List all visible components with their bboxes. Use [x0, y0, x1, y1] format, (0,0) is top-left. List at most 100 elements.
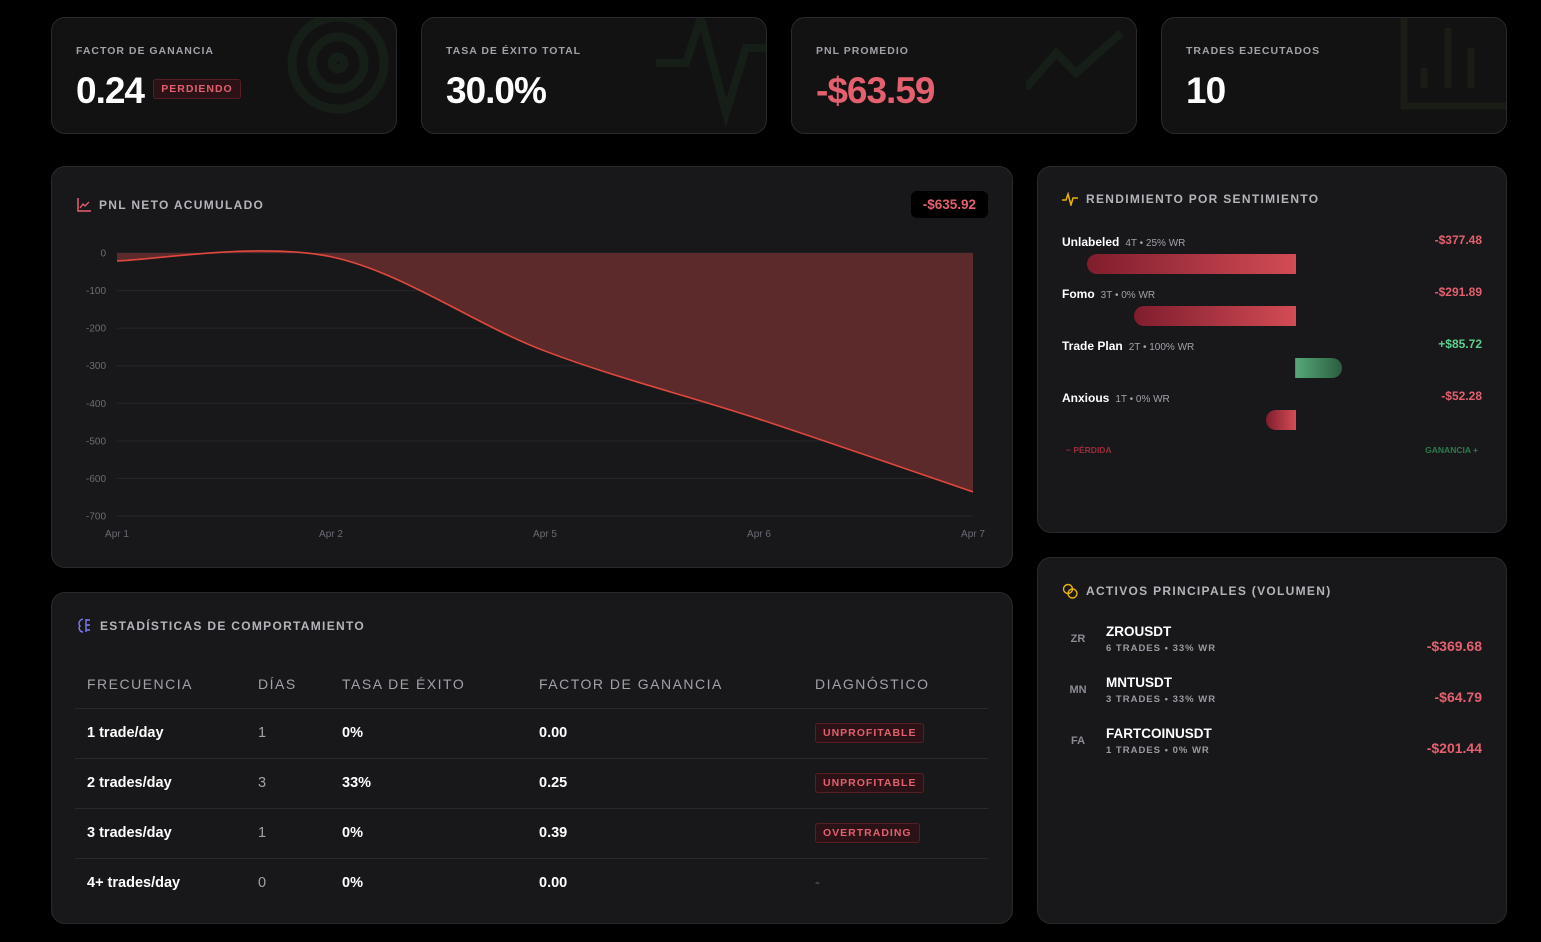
x-tick-label: Apr 5 — [533, 529, 557, 540]
days-cell: 1 — [246, 708, 330, 759]
diagnosis-cell: OVERTRADING — [803, 808, 988, 859]
asset-meta: 1 TRADES • 0% WR — [1106, 745, 1210, 756]
activity-icon — [1062, 192, 1078, 206]
sentiment-name: Anxious — [1062, 391, 1110, 405]
asset-row[interactable]: MN MNTUSDT 3 TRADES • 33% WR -$64.79 — [1062, 675, 1482, 715]
sentiment-meta: 1T • 0% WR — [1115, 394, 1170, 405]
x-tick-label: Apr 6 — [747, 529, 771, 540]
pnl-chart-title: PNL NETO ACUMULADO — [77, 198, 264, 212]
behavior-table: FRECUENCIA DÍAS TASA DE ÉXITO FACTOR DE … — [75, 660, 988, 908]
sentiment-meta: 2T • 100% WR — [1128, 342, 1195, 353]
loss-legend: − PÉRDIDA — [1066, 445, 1112, 455]
asset-row[interactable]: ZR ZROUSDT 6 TRADES • 33% WR -$369.68 — [1062, 624, 1482, 664]
zero-line — [1295, 306, 1296, 326]
table-row: 3 trades/day 1 0% 0.39 OVERTRADING — [75, 808, 988, 859]
asset-meta: 6 TRADES • 33% WR — [1106, 643, 1217, 654]
y-tick-label: -600 — [86, 474, 106, 485]
sentiment-bar — [1266, 410, 1295, 430]
sentiment-row: Unlabeled 4T • 25% WR -$377.48 — [1062, 233, 1482, 278]
sentiment-name: Unlabeled — [1062, 235, 1120, 249]
asset-meta: 3 TRADES • 33% WR — [1106, 694, 1217, 705]
asset-name: ZROUSDT — [1106, 624, 1172, 639]
y-tick-label: -700 — [86, 512, 106, 523]
sentiment-amount: -$291.89 — [1434, 285, 1482, 299]
profit-factor-cell: 0.00 — [539, 875, 568, 892]
table-row: 1 trade/day 1 0% 0.00 UNPROFITABLE — [75, 708, 988, 759]
y-tick-label: -400 — [86, 399, 106, 410]
kpi-win-rate: TASA DE ÉXITO TOTAL 30.0% — [421, 17, 767, 134]
pnl-chart-card: PNL NETO ACUMULADO -$635.92 0 -100 -200 -30… — [51, 166, 1013, 568]
kpi-avg-pnl: PNL PROMEDIO -$63.59 — [791, 17, 1137, 134]
kpi-label: PNL PROMEDIO — [816, 45, 909, 57]
kpi-value: 0.24 PERDIENDO — [76, 70, 241, 112]
days-cell: 0 — [258, 875, 267, 892]
behavior-title: ESTADÍSTICAS DE COMPORTAMIENTO — [77, 618, 365, 633]
x-tick-label: Apr 2 — [319, 529, 343, 540]
zero-line — [1295, 358, 1296, 378]
table-header: FRECUENCIA DÍAS TASA DE ÉXITO FACTOR DE … — [75, 660, 988, 709]
diagnosis-cell: - — [803, 858, 988, 908]
frequency-cell: 4+ trades/day — [87, 875, 181, 892]
sentiment-bar — [1087, 254, 1295, 274]
sentiment-meta: 4T • 25% WR — [1125, 238, 1186, 249]
frequency-cell: 3 trades/day — [75, 808, 246, 859]
table-row: 2 trades/day 3 33% 0.25 UNPROFITABLE — [75, 758, 988, 809]
col-profit-factor: FACTOR DE GANANCIA — [527, 660, 803, 709]
line-chart-icon — [77, 198, 91, 212]
y-tick-label: 0 — [100, 249, 106, 260]
pulse-icon — [656, 18, 766, 128]
pnl-area-chart: 0 -100 -200 -300 -400 -500 -600 -700 Apr 1 Apr 2 A… — [86, 249, 985, 541]
kpi-value: 10 — [1186, 70, 1226, 111]
win-rate-cell: 0% — [330, 708, 527, 759]
days-cell: 3 — [246, 758, 330, 809]
sentiment-meta: 3T • 0% WR — [1100, 290, 1156, 301]
profit-factor-cell: 0.25 — [527, 758, 803, 809]
win-rate-cell: 33% — [330, 758, 527, 809]
pnl-line — [116, 250, 974, 493]
diagnosis-cell: UNPROFITABLE — [803, 758, 988, 809]
sentiment-amount: -$52.28 — [1441, 389, 1482, 403]
sentiment-name: Trade Plan — [1062, 339, 1123, 353]
zero-line — [1295, 410, 1296, 430]
x-tick-label: Apr 7 — [961, 529, 985, 540]
y-tick-label: -100 — [86, 286, 106, 297]
diagnosis-cell: UNPROFITABLE — [803, 708, 988, 759]
pnl-total-badge: -$635.92 — [910, 191, 988, 218]
frequency-cell: 1 trade/day — [75, 708, 246, 759]
profit-factor-value: 0.24 — [76, 70, 145, 111]
title-text: ESTADÍSTICAS DE COMPORTAMIENTO — [100, 618, 366, 633]
coins-icon — [1062, 583, 1078, 599]
title-text: PNL NETO ACUMULADO — [99, 198, 265, 212]
assets-title: ACTIVOS PRINCIPALES (VOLUMEN) — [1062, 583, 1332, 599]
sentiment-bar — [1134, 306, 1295, 326]
table-row: 4+ trades/day 0 0% 0.00 - — [75, 858, 988, 908]
diagnosis-badge: UNPROFITABLE — [815, 723, 925, 743]
col-frequency: FRECUENCIA — [75, 660, 246, 709]
zero-line — [1295, 254, 1296, 274]
sentiment-card: RENDIMIENTO POR SENTIMIENTO Unlabeled 4T … — [1037, 166, 1507, 533]
title-text: RENDIMIENTO POR SENTIMIENTO — [1086, 192, 1320, 206]
status-badge: PERDIENDO — [153, 79, 241, 100]
area-fill — [117, 250, 973, 492]
target-icon — [287, 18, 389, 114]
sentiment-row: Fomo 3T • 0% WR -$291.89 — [1062, 285, 1482, 330]
sentiment-name: Fomo — [1062, 287, 1095, 301]
kpi-value: -$63.59 — [816, 70, 935, 111]
x-tick-label: Apr 1 — [105, 529, 129, 540]
asset-name: MNTUSDT — [1106, 675, 1172, 690]
profit-factor-cell: 0.00 — [527, 708, 803, 759]
sentiment-row: Anxious 1T • 0% WR -$52.28 — [1062, 389, 1482, 434]
asset-row[interactable]: FA FARTCOINUSDT 1 TRADES • 0% WR -$201.4… — [1062, 726, 1482, 766]
asset-pnl: -$201.44 — [1426, 740, 1482, 756]
kpi-profit-factor: FACTOR DE GANANCIA 0.24 PERDIENDO — [51, 17, 397, 134]
kpi-trades: TRADES EJECUTADOS 10 — [1161, 17, 1507, 134]
gain-legend: GANANCIA + — [1425, 445, 1478, 455]
kpi-label: FACTOR DE GANANCIA — [76, 45, 214, 57]
asset-name: FARTCOINUSDT — [1106, 726, 1212, 741]
win-rate-cell: 0% — [342, 875, 363, 892]
diagnosis-empty: - — [815, 875, 820, 892]
asset-avatar: ZR — [1070, 633, 1086, 645]
kpi-label: TASA DE ÉXITO TOTAL — [446, 45, 582, 57]
asset-pnl: -$64.79 — [1434, 689, 1482, 705]
title-text: ACTIVOS PRINCIPALES (VOLUMEN) — [1086, 584, 1332, 598]
